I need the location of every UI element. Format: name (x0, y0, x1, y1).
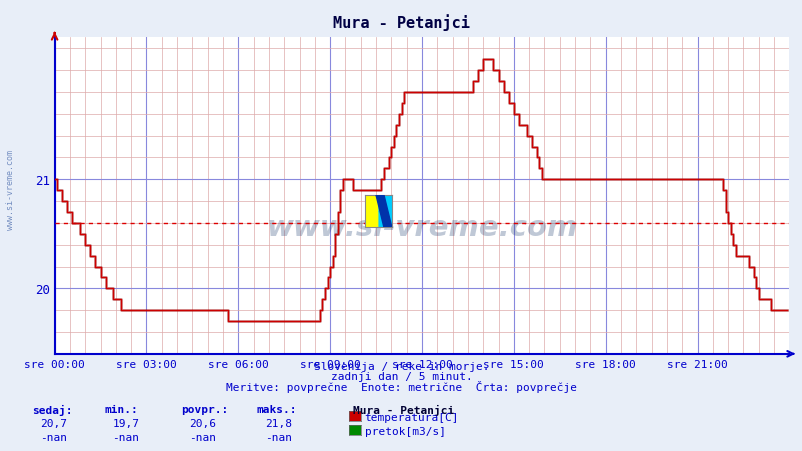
Text: povpr.:: povpr.: (180, 404, 228, 414)
Text: -nan: -nan (112, 432, 140, 442)
Text: 21,8: 21,8 (265, 418, 292, 428)
Text: 20,6: 20,6 (188, 418, 216, 428)
Text: maks.:: maks.: (257, 404, 297, 414)
Text: 20,7: 20,7 (40, 418, 67, 428)
Polygon shape (375, 195, 391, 228)
Text: sedaj:: sedaj: (32, 404, 72, 414)
Text: www.si-vreme.com: www.si-vreme.com (266, 214, 577, 242)
Polygon shape (379, 195, 391, 212)
Text: -nan: -nan (40, 432, 67, 442)
Text: Mura - Petanjci: Mura - Petanjci (333, 14, 469, 31)
Text: Slovenija / reke in morje.: Slovenija / reke in morje. (314, 361, 488, 371)
Text: -nan: -nan (265, 432, 292, 442)
Text: -nan: -nan (188, 432, 216, 442)
Text: zadnji dan / 5 minut.: zadnji dan / 5 minut. (330, 371, 472, 381)
Text: www.si-vreme.com: www.si-vreme.com (6, 150, 15, 229)
Text: pretok[m3/s]: pretok[m3/s] (364, 426, 445, 436)
Text: Mura - Petanjci: Mura - Petanjci (353, 404, 454, 414)
Text: Meritve: povprečne  Enote: metrične  Črta: povprečje: Meritve: povprečne Enote: metrične Črta:… (225, 381, 577, 393)
Text: temperatura[C]: temperatura[C] (364, 412, 459, 422)
Text: 19,7: 19,7 (112, 418, 140, 428)
Text: min.:: min.: (104, 404, 138, 414)
